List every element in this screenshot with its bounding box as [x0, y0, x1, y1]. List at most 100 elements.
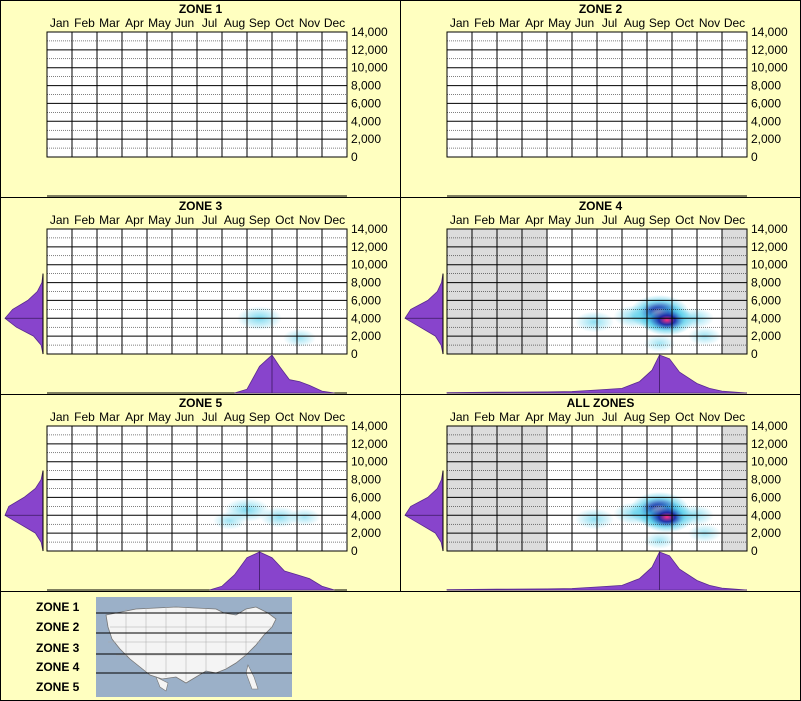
- month-tick-label: Nov: [699, 410, 720, 424]
- chart-zone-5: Jan Feb Mar Apr May Jun Jul Aug Sep Oct Nov Dec 14,0…: [4, 410, 388, 591]
- elevation-tick-label: 12,000: [751, 437, 788, 451]
- month-tick-label: Jun: [575, 213, 594, 227]
- month-tick-label: Apr: [525, 213, 544, 227]
- elevation-tick-label: 6,000: [351, 96, 381, 110]
- month-tick-label: Sep: [249, 410, 271, 424]
- elevation-density-curve: [404, 470, 444, 552]
- month-tick-label: Oct: [675, 16, 694, 30]
- plot-frame: [446, 31, 748, 158]
- month-tick-label: Dec: [324, 16, 345, 30]
- month-tick-label: Jun: [175, 410, 194, 424]
- month-tick-label: Aug: [624, 16, 645, 30]
- month-density-curve: [209, 551, 335, 591]
- elevation-tick-label: 12,000: [351, 43, 388, 57]
- month-tick-label: Dec: [324, 410, 345, 424]
- month-tick-label: Oct: [275, 410, 294, 424]
- panel-title: ZONE 3: [178, 199, 223, 213]
- heatmap-layer: [575, 491, 721, 549]
- month-tick-label: Mar: [99, 213, 120, 227]
- elevation-tick-label: 0: [351, 347, 358, 361]
- elevation-tick-label: 0: [751, 544, 758, 558]
- month-tick-label: Dec: [724, 16, 745, 30]
- month-tick-label: Sep: [249, 213, 271, 227]
- elevation-tick-label: 12,000: [751, 43, 788, 57]
- panel-zone-3: ZONE 3 Jan Feb Mar Apr May Jun Jul Aug Sep Oct Nov…: [0, 197, 401, 395]
- zone-legend-label: ZONE 5: [36, 680, 80, 694]
- elevation-tick-label: 2,000: [351, 526, 381, 540]
- heat-spot-3: [613, 305, 656, 328]
- panel-title: ZONE 4: [578, 199, 623, 213]
- elevation-tick-label: 2,000: [751, 132, 781, 146]
- elevation-tick-label: 14,000: [351, 222, 388, 236]
- month-tick-label: Jul: [602, 16, 617, 30]
- elevation-tick-label: 0: [751, 347, 758, 361]
- shaded-month-dec: [722, 229, 747, 354]
- month-tick-label: Apr: [125, 213, 144, 227]
- month-tick-label: May: [548, 213, 571, 227]
- month-density-curve: [234, 354, 335, 394]
- month-tick-label: Jul: [602, 213, 617, 227]
- elevation-tick-label: 14,000: [751, 25, 788, 39]
- elevation-tick-label: 4,000: [351, 508, 381, 522]
- month-density-curve: [446, 354, 748, 394]
- elevation-tick-label: 10,000: [751, 258, 788, 272]
- chart-all-zones: Jan Feb Mar Apr May Jun Jul Aug Sep Oct Nov Dec 14,0…: [404, 410, 788, 591]
- month-tick-label: Nov: [299, 16, 320, 30]
- month-tick-label: Oct: [275, 213, 294, 227]
- month-tick-label: Feb: [74, 213, 95, 227]
- panel-title: ZONE 1: [178, 2, 223, 16]
- month-tick-label: Mar: [99, 410, 120, 424]
- elevation-tick-label: 0: [351, 150, 358, 164]
- plot-frame: [446, 425, 748, 552]
- month-tick-label: Feb: [74, 410, 95, 424]
- elevation-tick-label: 6,000: [351, 293, 381, 307]
- elevation-tick-label: 10,000: [751, 61, 788, 75]
- elevation-tick-label: 2,000: [751, 329, 781, 343]
- elevation-tick-label: 6,000: [751, 490, 781, 504]
- heat-spot-2: [575, 311, 614, 333]
- month-tick-label: Oct: [675, 410, 694, 424]
- heat-spot-2: [213, 511, 246, 530]
- panel-zone-4: ZONE 4 Jan Feb Mar Apr May Jun Jul Aug Sep Oct Nov…: [400, 197, 801, 395]
- month-tick-label: Jan: [450, 16, 469, 30]
- zone-legend-label: ZONE 2: [36, 620, 80, 634]
- elevation-tick-label: 4,000: [751, 114, 781, 128]
- month-tick-label: Jan: [50, 213, 69, 227]
- elevation-tick-label: 12,000: [751, 240, 788, 254]
- elevation-tick-label: 8,000: [751, 79, 781, 93]
- elevation-tick-label: 12,000: [351, 437, 388, 451]
- elevation-tick-label: 4,000: [751, 508, 781, 522]
- plot-frame: [46, 228, 348, 355]
- month-tick-label: Nov: [699, 16, 720, 30]
- month-tick-label: Feb: [74, 16, 95, 30]
- elevation-tick-label: 6,000: [751, 293, 781, 307]
- elevation-tick-label: 8,000: [351, 79, 381, 93]
- heat-spot-1: [260, 506, 299, 528]
- month-tick-label: Sep: [249, 16, 271, 30]
- heat-spot-6: [643, 531, 676, 549]
- shaded-month-apr: [522, 426, 547, 551]
- elevation-tick-label: 4,000: [351, 114, 381, 128]
- elevation-tick-label: 4,000: [751, 311, 781, 325]
- month-tick-label: Jul: [202, 213, 217, 227]
- elevation-tick-label: 0: [351, 544, 358, 558]
- elevation-tick-label: 10,000: [351, 455, 388, 469]
- month-tick-label: Aug: [224, 16, 245, 30]
- chart-zone-3: Jan Feb Mar Apr May Jun Jul Aug Sep Oct Nov Dec 14,0…: [4, 213, 388, 394]
- shaded-month-dec: [722, 426, 747, 551]
- elevation-tick-label: 8,000: [351, 276, 381, 290]
- elevation-density-curve: [4, 470, 44, 552]
- elevation-density-curve: [404, 273, 444, 355]
- month-tick-label: Mar: [499, 410, 520, 424]
- usa-map-icon: [96, 597, 292, 697]
- elevation-tick-label: 0: [751, 150, 758, 164]
- month-tick-label: May: [148, 16, 171, 30]
- month-tick-label: Jan: [450, 213, 469, 227]
- elevation-tick-label: 12,000: [351, 240, 388, 254]
- month-tick-label: May: [548, 410, 571, 424]
- month-tick-label: Aug: [224, 213, 245, 227]
- elevation-tick-label: 14,000: [351, 25, 388, 39]
- panel-zone-2: ZONE 2 Jan Feb Mar Apr May Jun Jul Aug Sep Oct Nov…: [400, 0, 801, 198]
- month-tick-label: Jul: [602, 410, 617, 424]
